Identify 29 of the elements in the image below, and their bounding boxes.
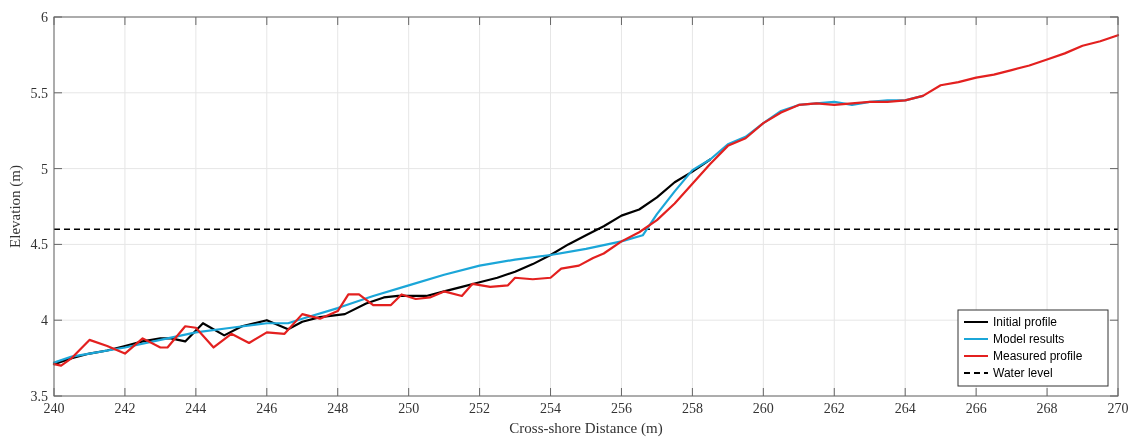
line-series <box>52 34 1120 367</box>
x-tick-label: 258 <box>681 401 703 416</box>
x-tick-label: 262 <box>823 401 845 416</box>
x-tick-label: 240 <box>43 401 65 416</box>
x-tick-label: 244 <box>185 401 207 416</box>
y-tick-label: 6 <box>41 9 48 25</box>
legend-label: Model results <box>993 332 1065 347</box>
x-tick-label: 256 <box>610 401 632 416</box>
y-tick-label: 5.5 <box>30 85 48 101</box>
x-tick-label: 250 <box>398 401 420 416</box>
y-tick-label: 4.5 <box>30 237 48 253</box>
legend-label: Initial profile <box>993 315 1058 330</box>
legend-label: Water level <box>993 366 1053 381</box>
x-tick-label: 264 <box>894 401 916 416</box>
x-tick-label: 268 <box>1036 401 1058 416</box>
x-tick-label: 260 <box>752 401 774 416</box>
x-tick-label: 266 <box>965 401 987 416</box>
x-tick-label: 242 <box>114 401 136 416</box>
y-axis-title: Elevation (m) <box>7 165 24 248</box>
x-tick-label: 246 <box>256 401 278 416</box>
x-tick-label: 270 <box>1107 401 1129 416</box>
y-tick-label: 4 <box>41 313 48 329</box>
x-tick-label: 254 <box>540 401 562 416</box>
y-tick-label: 5 <box>41 161 48 177</box>
y-tick-label: 3.5 <box>30 388 48 404</box>
x-tick-label: 248 <box>327 401 349 416</box>
x-tick-label: 252 <box>469 401 491 416</box>
x-axis-title: Cross-shore Distance (m) <box>509 420 663 437</box>
legend-label: Measured profile <box>993 349 1083 364</box>
